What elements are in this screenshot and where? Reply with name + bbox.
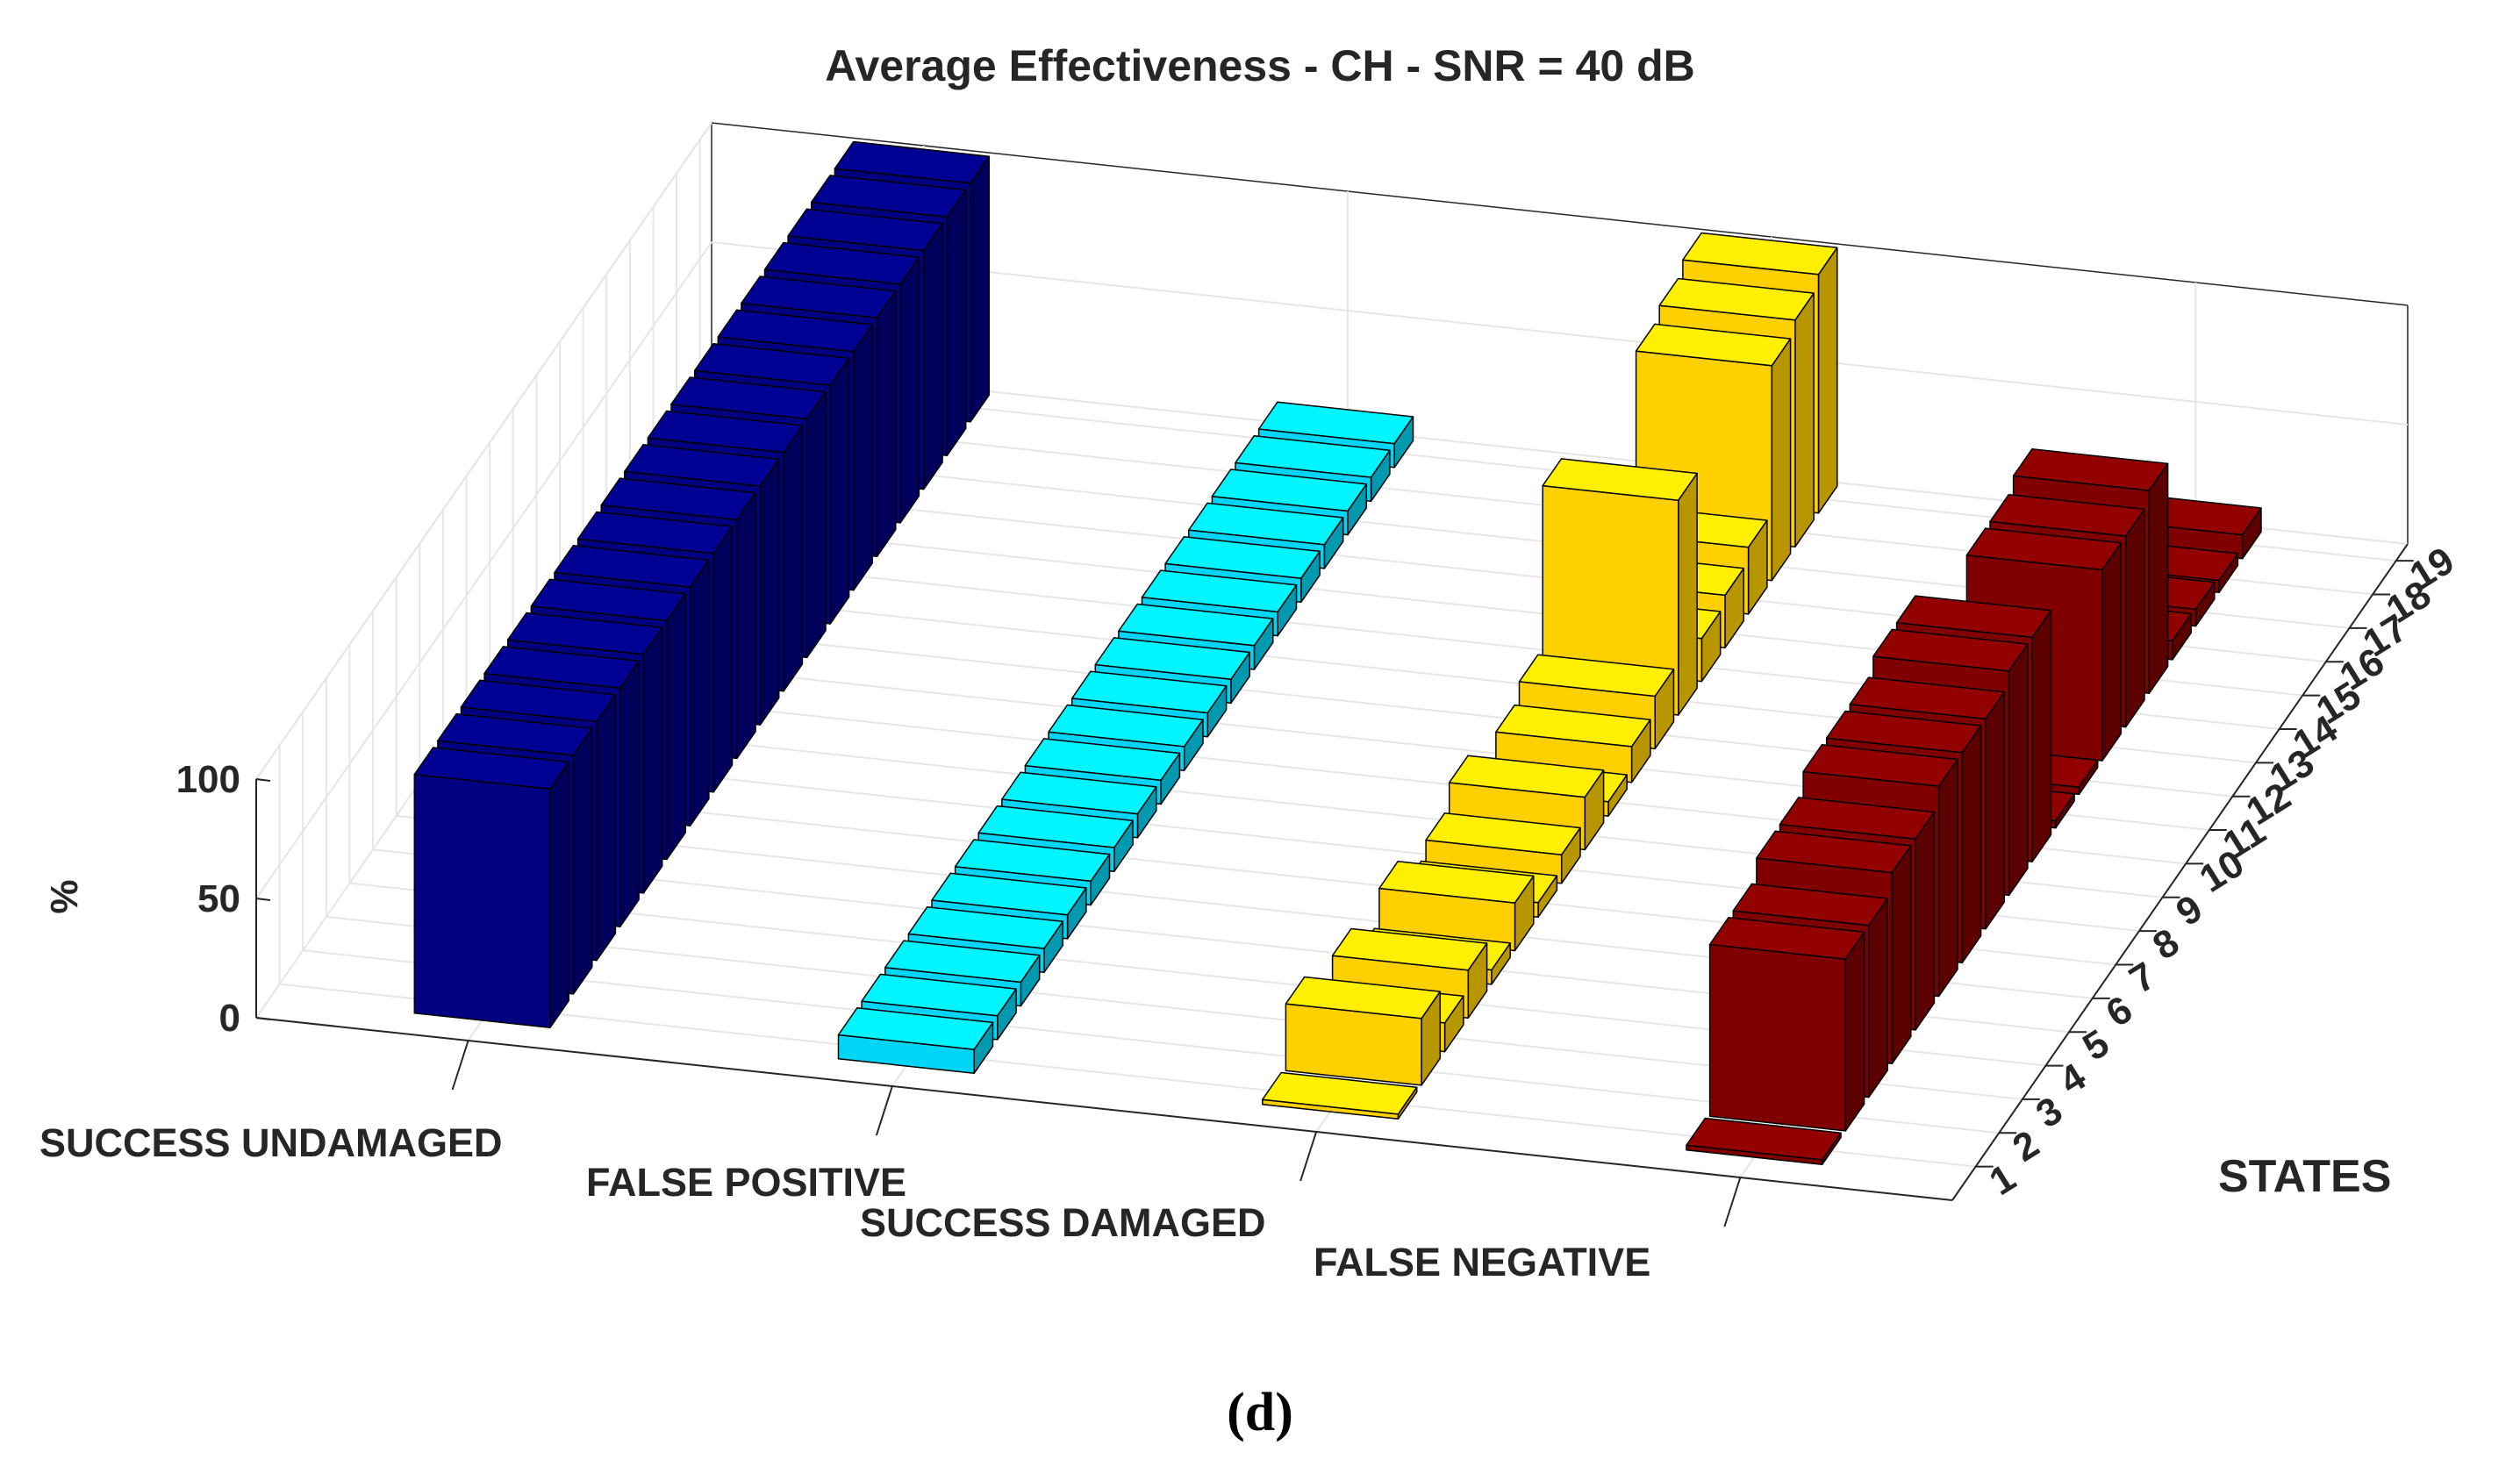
state-tick-label: 8 <box>2145 920 2187 969</box>
states-axis-label: STATES <box>2218 1151 2391 1202</box>
state-tick-label: 9 <box>2169 887 2210 935</box>
z-tick-label: 100 <box>176 758 240 801</box>
state-tick-label: 5 <box>2075 1021 2116 1070</box>
z-tick <box>255 898 271 901</box>
category-tick-label: SUCCESS UNDAMAGED <box>39 1120 503 1165</box>
category-axis-line <box>255 1017 1953 1201</box>
bar <box>837 1007 994 1075</box>
category-tick-label: FALSE NEGATIVE <box>1314 1240 1650 1284</box>
bar <box>1686 1117 1842 1166</box>
z-tick-label: 50 <box>197 877 240 920</box>
chart-title: Average Effectiveness - CH - SNR = 40 dB <box>825 41 1695 90</box>
state-tick-label: 3 <box>2029 1089 2070 1137</box>
bar <box>413 747 569 1029</box>
category-tick <box>875 1085 893 1136</box>
z-tick <box>255 1017 271 1020</box>
z-axis-label: % <box>43 879 86 913</box>
state-tick-label: 4 <box>2052 1055 2094 1103</box>
category-tick <box>1723 1177 1742 1227</box>
category-tick-label: FALSE POSITIVE <box>586 1160 906 1205</box>
left-wall-gridline <box>255 122 712 780</box>
z-tick <box>255 778 271 782</box>
category-tick-label: SUCCESS DAMAGED <box>860 1200 1266 1245</box>
left-wall-gridline <box>255 241 712 899</box>
states-axis-line <box>1951 543 2409 1201</box>
state-tick-label: 2 <box>2006 1122 2047 1170</box>
state-tick-label: 6 <box>2099 988 2140 1036</box>
category-tick <box>1299 1131 1318 1182</box>
category-tick <box>451 1040 469 1091</box>
bar <box>1262 1071 1418 1120</box>
bar <box>1285 976 1442 1086</box>
figure-caption: (d) <box>1227 1383 1293 1442</box>
state-tick-label: 7 <box>2123 954 2164 1002</box>
state-tick-label: 1 <box>1982 1156 2023 1205</box>
bar <box>1708 917 1865 1132</box>
back-wall-top-edge <box>711 122 2409 306</box>
bar <box>1542 458 1698 716</box>
bars <box>413 140 2262 1166</box>
z-tick-label: 0 <box>219 997 240 1040</box>
back-wall-gridline <box>711 241 2409 426</box>
